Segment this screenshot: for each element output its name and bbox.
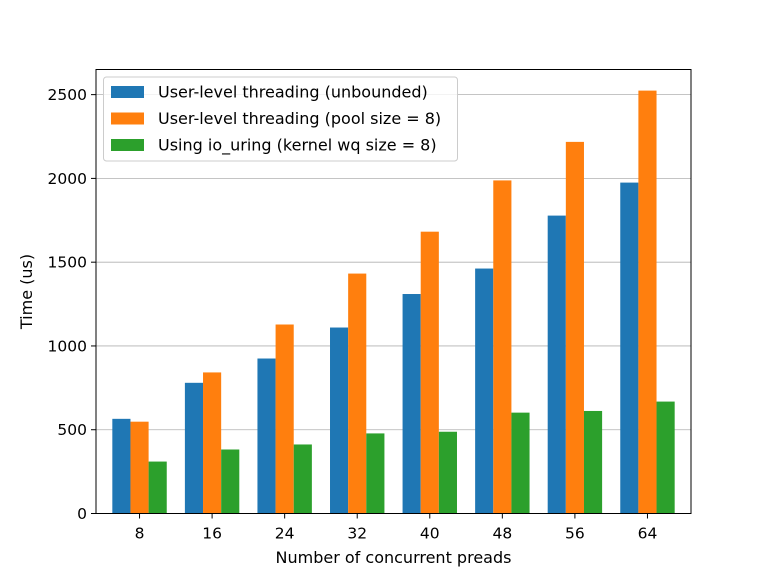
- bar-series1-40: [402, 294, 421, 514]
- legend-label-2: User-level threading (pool size = 8): [158, 109, 441, 128]
- x-tick-label-48: 48: [492, 525, 512, 543]
- bar-series2-8: [130, 421, 149, 514]
- legend-label-3: Using io_uring (kernel wq size = 8): [158, 136, 437, 156]
- legend-swatch-2: [111, 112, 144, 125]
- x-axis-label: Number of concurrent preads: [276, 548, 512, 567]
- bar-series1-8: [112, 418, 131, 514]
- legend-swatch-1: [111, 86, 144, 98]
- y-tick-label-0: 0: [77, 505, 87, 523]
- x-tick-label-40: 40: [420, 525, 440, 543]
- legend-label-1: User-level threading (unbounded): [158, 83, 428, 102]
- legend-entries: User-level threading (unbounded) User-lev…: [111, 83, 441, 156]
- bar-series3-32: [366, 433, 385, 514]
- y-axis-label: Time (us): [17, 254, 36, 330]
- y-tick-label-500: 500: [57, 421, 87, 439]
- bar-series1-64: [620, 182, 639, 514]
- bar-series2-24: [275, 324, 294, 514]
- bar-series3-24: [293, 444, 312, 514]
- bar-series3-64: [656, 401, 675, 514]
- legend: User-level threading (unbounded) User-lev…: [103, 76, 458, 162]
- y-tick-label-2000: 2000: [48, 170, 87, 188]
- bar-series3-8: [148, 461, 167, 514]
- y-axis-ticks: 0 500 1000 1500 2000 2500: [48, 86, 96, 523]
- bar-series3-16: [221, 449, 240, 514]
- bar-series3-48: [511, 412, 530, 514]
- bar-series1-16: [184, 382, 204, 514]
- bar-series1-48: [475, 268, 494, 514]
- x-tick-label-24: 24: [275, 525, 295, 543]
- bar-series3-40: [438, 431, 457, 514]
- y-tick-label-1000: 1000: [48, 337, 87, 355]
- bar-series1-32: [330, 327, 349, 514]
- x-tick-label-8: 8: [135, 525, 145, 543]
- x-tick-label-56: 56: [565, 525, 585, 543]
- bar-series2-64: [638, 90, 657, 514]
- y-tick-label-1500: 1500: [48, 254, 87, 272]
- bar-series3-56: [583, 410, 603, 514]
- bar-series1-24: [257, 358, 276, 514]
- legend-swatch-3: [111, 139, 144, 151]
- bar-series2-32: [348, 273, 367, 514]
- x-tick-label-16: 16: [202, 525, 222, 543]
- x-tick-label-32: 32: [347, 525, 367, 543]
- bar-series2-16: [203, 372, 222, 514]
- bar-series2-40: [420, 231, 439, 514]
- y-tick-label-2500: 2500: [48, 86, 87, 104]
- legend-box: [103, 76, 458, 162]
- x-tick-label-64: 64: [638, 525, 658, 543]
- bar-series2-48: [493, 180, 512, 514]
- x-axis-ticks: 8 16 24 32 40 48 56 64: [135, 513, 658, 543]
- plot-frame: [95, 69, 692, 514]
- bar-series2-56: [565, 141, 584, 514]
- bar-series1-56: [547, 215, 566, 514]
- bars: [112, 90, 675, 514]
